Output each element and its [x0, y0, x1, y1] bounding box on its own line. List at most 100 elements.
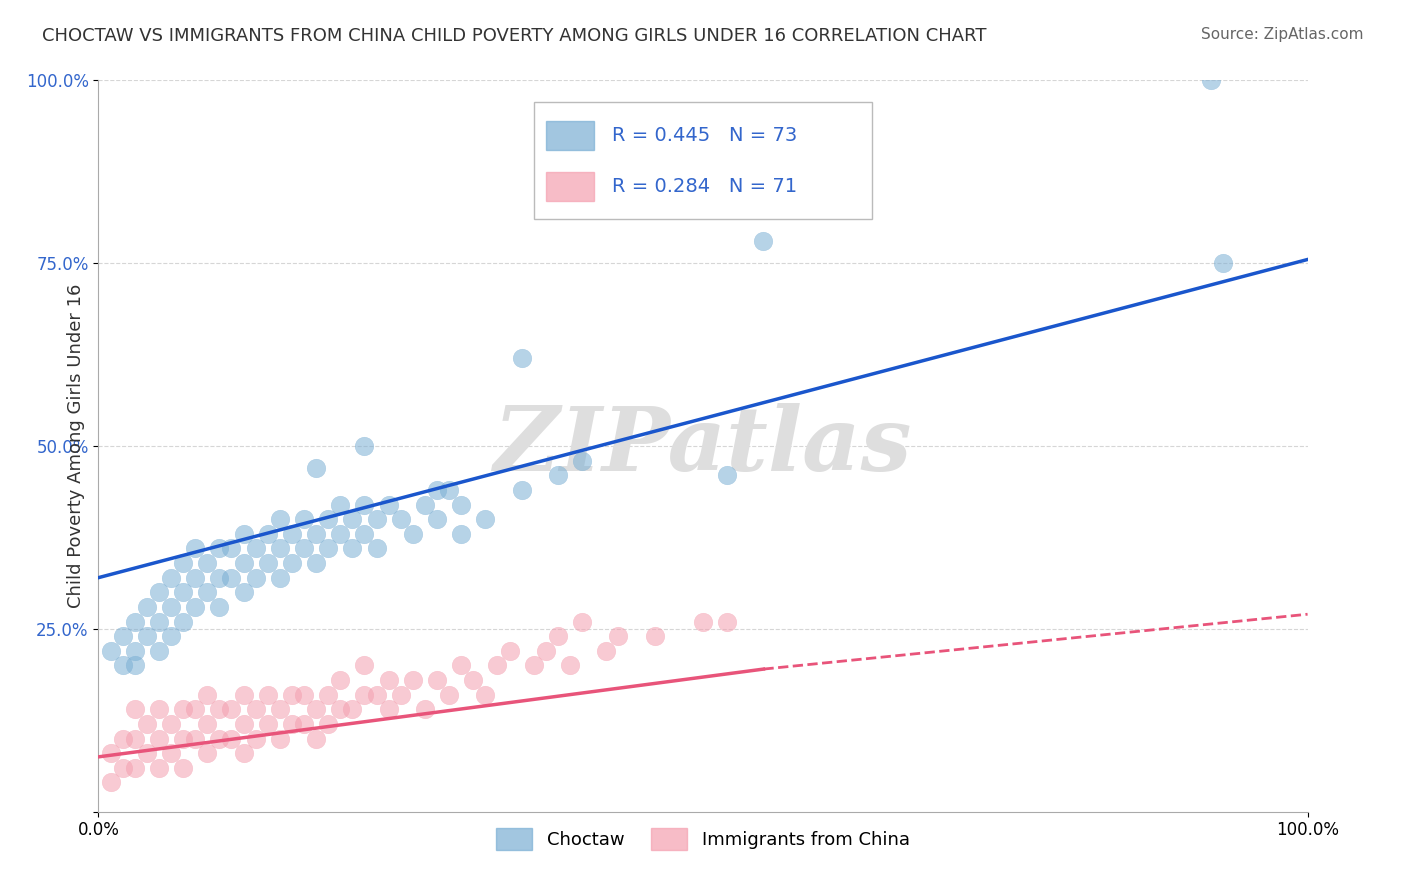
Point	[426, 512, 449, 526]
Point	[342, 512, 364, 526]
Point	[124, 761, 146, 775]
Point	[366, 512, 388, 526]
Point	[245, 702, 267, 716]
Point	[292, 541, 315, 556]
Point	[547, 468, 569, 483]
Point	[269, 571, 291, 585]
Point	[111, 731, 134, 746]
Point	[558, 658, 581, 673]
Point	[148, 615, 170, 629]
Point	[377, 702, 399, 716]
Text: ZIPatlas: ZIPatlas	[495, 403, 911, 489]
Point	[221, 702, 243, 716]
Point	[100, 775, 122, 789]
Point	[305, 731, 328, 746]
Point	[450, 526, 472, 541]
Point	[366, 688, 388, 702]
Point	[172, 556, 194, 570]
Point	[426, 673, 449, 687]
Point	[450, 498, 472, 512]
Point	[208, 702, 231, 716]
Point	[221, 731, 243, 746]
Point	[256, 526, 278, 541]
Point	[316, 688, 339, 702]
Point	[124, 644, 146, 658]
Point	[353, 439, 375, 453]
Point	[353, 498, 375, 512]
Point	[292, 688, 315, 702]
Point	[160, 746, 183, 760]
Point	[160, 571, 183, 585]
Point	[305, 702, 328, 716]
Point	[111, 658, 134, 673]
Point	[305, 556, 328, 570]
Point	[329, 673, 352, 687]
Point	[498, 644, 520, 658]
Point	[256, 556, 278, 570]
Point	[124, 702, 146, 716]
Point	[184, 571, 207, 585]
Point	[245, 541, 267, 556]
Point	[316, 541, 339, 556]
Point	[172, 731, 194, 746]
Point	[366, 541, 388, 556]
Point	[245, 731, 267, 746]
Point	[124, 658, 146, 673]
Point	[135, 599, 157, 614]
Point	[523, 658, 546, 673]
Point	[377, 673, 399, 687]
Point	[716, 615, 738, 629]
Point	[135, 746, 157, 760]
Point	[148, 702, 170, 716]
Point	[595, 644, 617, 658]
Point	[172, 615, 194, 629]
Point	[353, 658, 375, 673]
Point	[463, 673, 485, 687]
Point	[716, 468, 738, 483]
Point	[305, 461, 328, 475]
Point	[269, 541, 291, 556]
Point	[111, 761, 134, 775]
Point	[486, 658, 509, 673]
Point	[232, 526, 254, 541]
Point	[172, 585, 194, 599]
Point	[148, 731, 170, 746]
Point	[124, 615, 146, 629]
Point	[195, 585, 218, 599]
Point	[571, 615, 593, 629]
Bar	[546, 171, 595, 201]
Point	[281, 688, 304, 702]
Point	[269, 702, 291, 716]
Point	[195, 746, 218, 760]
Point	[124, 731, 146, 746]
Point	[184, 541, 207, 556]
Point	[437, 688, 460, 702]
Point	[1199, 73, 1222, 87]
Point	[160, 599, 183, 614]
Point	[269, 512, 291, 526]
Point	[329, 498, 352, 512]
Point	[232, 717, 254, 731]
Point	[160, 717, 183, 731]
Point	[281, 556, 304, 570]
Point	[353, 526, 375, 541]
Point	[426, 483, 449, 497]
Point	[353, 688, 375, 702]
Point	[208, 599, 231, 614]
Point	[292, 512, 315, 526]
Point	[232, 688, 254, 702]
Point	[172, 761, 194, 775]
Point	[148, 761, 170, 775]
Point	[547, 629, 569, 643]
Point	[111, 629, 134, 643]
Point	[148, 644, 170, 658]
Point	[752, 234, 775, 248]
Point	[208, 571, 231, 585]
Point	[184, 702, 207, 716]
Point	[184, 731, 207, 746]
Point	[281, 717, 304, 731]
Text: R = 0.445   N = 73: R = 0.445 N = 73	[613, 126, 797, 145]
Text: R = 0.284   N = 71: R = 0.284 N = 71	[613, 177, 797, 196]
Point	[256, 717, 278, 731]
Point	[377, 498, 399, 512]
